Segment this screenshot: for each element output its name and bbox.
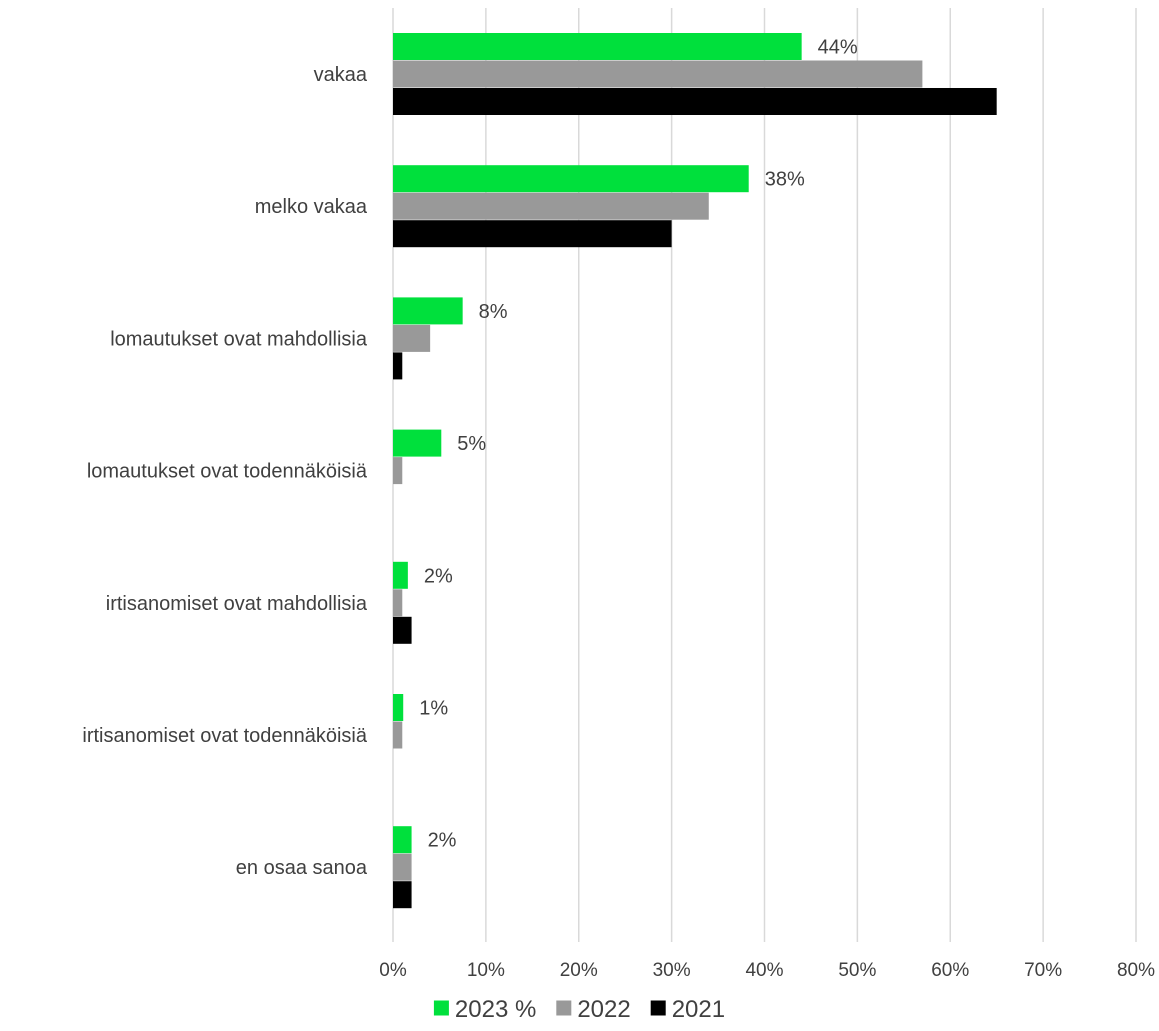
x-tick-label: 60% xyxy=(931,960,969,981)
bar xyxy=(393,220,672,248)
legend-label: 2023 % xyxy=(455,996,536,1023)
bar xyxy=(393,694,404,721)
bars xyxy=(393,33,997,909)
bar xyxy=(393,721,403,749)
data-label: 2% xyxy=(424,565,453,587)
bar xyxy=(393,561,408,589)
x-tick-label: 20% xyxy=(560,960,598,981)
bar xyxy=(393,853,412,881)
category-label: lomautukset ovat mahdollisia xyxy=(110,328,368,350)
bar xyxy=(393,88,997,115)
data-label: 1% xyxy=(419,698,448,720)
category-label: en osaa sanoa xyxy=(236,857,368,879)
bar xyxy=(393,881,412,909)
legend-label: 2021 xyxy=(672,996,725,1023)
bar xyxy=(393,33,802,60)
x-tick-label: 0% xyxy=(379,960,407,981)
x-tick-label: 80% xyxy=(1117,960,1155,981)
data-label: 44% xyxy=(818,37,858,59)
legend-swatch xyxy=(433,1000,449,1016)
legend-label: 2022 xyxy=(577,996,630,1023)
x-tick-label: 50% xyxy=(838,960,876,981)
category-label: vakaa xyxy=(314,64,368,86)
category-label: irtisanomiset ovat todennäköisiä xyxy=(82,725,367,747)
legend-swatch xyxy=(650,1000,666,1016)
bar xyxy=(393,352,403,380)
legend: 2023 % 2022 2021 xyxy=(433,996,725,1023)
bar xyxy=(393,60,923,88)
bar xyxy=(393,589,403,617)
bar xyxy=(393,826,412,854)
x-tick-label: 70% xyxy=(1024,960,1062,981)
data-label: 5% xyxy=(457,433,486,455)
category-label: lomautukset ovat todennäköisiä xyxy=(87,461,368,483)
gridlines xyxy=(392,8,1137,942)
category-label: irtisanomiset ovat mahdollisia xyxy=(106,593,368,615)
legend-swatch xyxy=(556,1000,572,1016)
bar xyxy=(393,457,403,485)
bar xyxy=(393,297,463,325)
labels: 0% 10% 20% 30% 40% 50% 60% 70% 80% vakaa 44% melko … xyxy=(82,37,1155,982)
bar xyxy=(393,165,749,193)
data-label: 8% xyxy=(479,301,508,323)
bar xyxy=(393,324,431,352)
bar xyxy=(393,429,442,457)
category-label: melko vakaa xyxy=(255,196,368,218)
bar xyxy=(393,616,412,644)
bar xyxy=(393,192,709,220)
data-label: 38% xyxy=(765,169,805,191)
data-label: 2% xyxy=(428,830,457,852)
x-tick-label: 30% xyxy=(653,960,691,981)
x-tick-label: 40% xyxy=(745,960,783,981)
x-tick-label: 10% xyxy=(467,960,505,981)
